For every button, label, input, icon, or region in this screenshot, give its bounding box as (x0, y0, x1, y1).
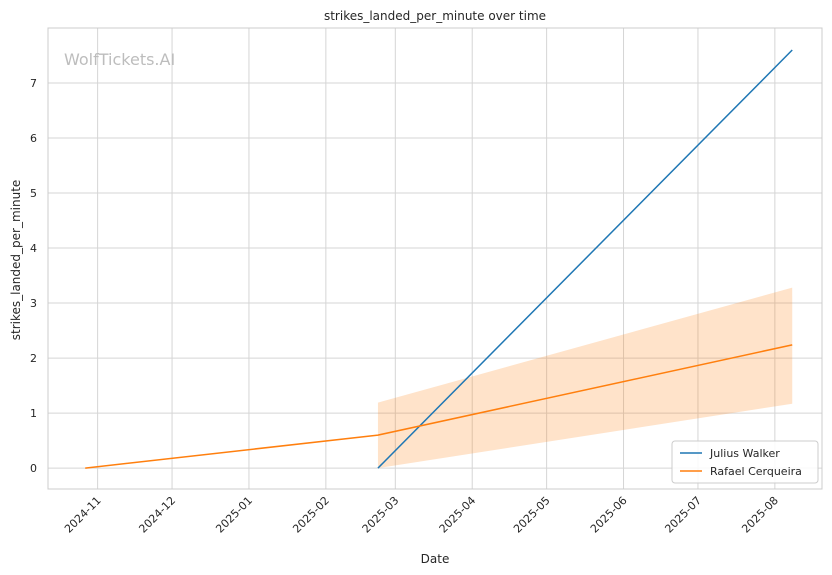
confidence-bands (377, 287, 793, 469)
plot-area-frame (47, 27, 823, 490)
series-line (85, 344, 793, 469)
chart-title: strikes_landed_per_minute over time (324, 9, 546, 23)
y-tick-label: 5 (30, 187, 37, 200)
legend-box (671, 440, 819, 484)
legend-entry-label: Rafael Cerqueira (710, 465, 802, 478)
confidence-band (377, 287, 793, 469)
legend: Julius Walker Rafael Cerqueira (671, 440, 819, 484)
y-tick-label: 1 (30, 407, 37, 420)
y-tick-label: 6 (30, 132, 37, 145)
y-tick-label: 2 (30, 352, 37, 365)
y-tick-label: 4 (30, 242, 37, 255)
y-tick-label: 3 (30, 297, 37, 310)
watermark-text: WolfTickets.AI (64, 50, 175, 69)
y-axis-title: strikes_landed_per_minute (9, 180, 23, 341)
y-tick-label: 7 (30, 77, 37, 90)
series-line (377, 49, 793, 469)
series-lines (85, 49, 793, 469)
legend-entry-label: Julius Walker (709, 447, 780, 460)
y-tick-label: 0 (30, 462, 37, 475)
x-axis-title: Date (421, 552, 450, 566)
